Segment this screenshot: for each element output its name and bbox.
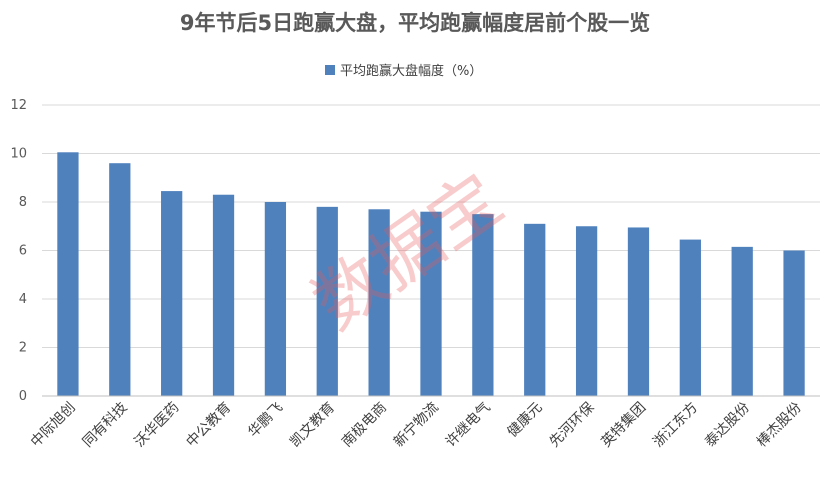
bar [783,250,805,396]
x-tick-label: 棒杰股份 [754,400,805,451]
x-tick-label: 健康元 [504,399,546,441]
y-tick-label: 0 [19,389,27,404]
x-tick-label: 中际旭创 [28,400,79,451]
bar [161,191,183,396]
y-tick-label: 12 [10,98,27,113]
bar [212,194,235,396]
bar [109,163,131,396]
x-tick-label: 凯文教育 [287,400,338,451]
y-axis: 0 2 4 6 8 10 12 [10,98,27,404]
bar [524,223,546,396]
bar [731,246,753,396]
bar [57,152,79,396]
x-tick-label: 英特集团 [598,399,650,451]
bar [575,226,598,396]
x-tick-label: 许继电气 [443,400,494,451]
x-tick-label: 沃华医药 [132,400,183,451]
legend-swatch [325,65,335,75]
bars [57,152,805,396]
bar [316,206,338,396]
bar [368,209,390,396]
legend-label: 平均跑赢大盘幅度（%） [340,63,482,79]
bar [264,202,287,396]
y-tick-label: 10 [10,147,27,162]
x-tick-label: 浙江东方 [650,400,701,451]
bar [472,214,494,396]
bar [420,211,442,396]
x-tick-label: 华鹏飞 [245,400,286,441]
y-tick-label: 8 [19,195,27,210]
x-tick-label: 新宁物流 [390,399,442,451]
y-tick-label: 4 [19,292,27,307]
x-tick-label: 先河环保 [547,400,598,451]
chart-title: 9年节后5日跑赢大盘，平均跑赢幅度居前个股一览 [180,11,650,35]
legend: 平均跑赢大盘幅度（%） [325,63,482,79]
x-tick-label: 泰达股份 [702,400,753,451]
x-axis: 中际旭创 同有科技 沃华医药 中公教育 华鹏飞 凯文教育 南极电商 新宁物流 许继电气 健康元 先河… [28,395,820,451]
y-tick-label: 2 [19,341,27,356]
bar [627,227,650,396]
bar [679,239,701,396]
x-tick-label: 南极电商 [339,400,390,451]
x-tick-label: 同有科技 [80,400,131,451]
x-tick-label: 中公教育 [183,400,234,451]
y-tick-label: 6 [19,244,27,259]
